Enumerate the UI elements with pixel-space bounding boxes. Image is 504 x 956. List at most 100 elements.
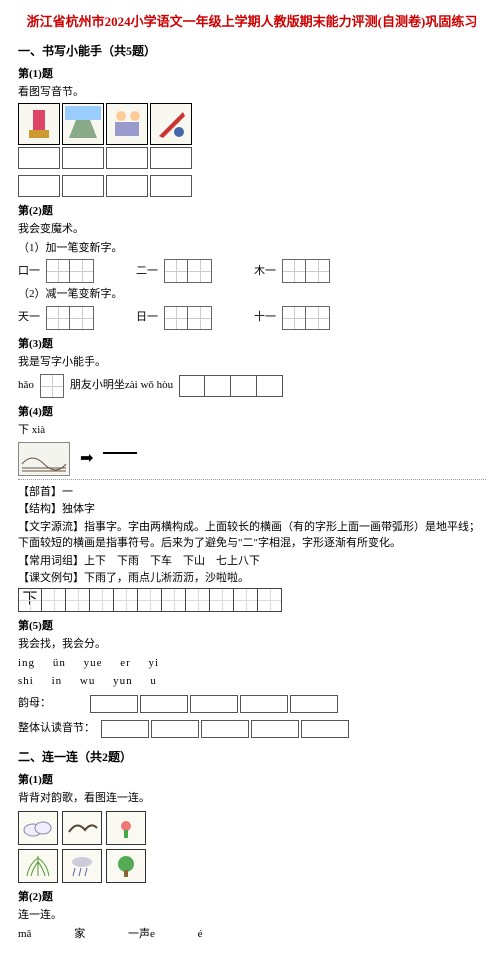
pinyin-item: yun <box>113 673 133 690</box>
pinyin-cell[interactable] <box>179 375 205 397</box>
m2-item[interactable]: 一声e <box>128 926 155 943</box>
answer-cell[interactable] <box>251 720 299 738</box>
tian-cell[interactable] <box>210 588 234 612</box>
tian-cell[interactable] <box>234 588 258 612</box>
tian-cell[interactable] <box>114 588 138 612</box>
q2-sub1: （1）加一笔变新字。 <box>18 240 486 257</box>
example-char: 下 <box>18 588 42 612</box>
tian-cell[interactable] <box>186 588 210 612</box>
q5-pinyin-row1: ing ün yue er yi <box>18 655 486 672</box>
answer-cell[interactable] <box>62 147 104 169</box>
answer-cell[interactable] <box>151 720 199 738</box>
answer-cell[interactable] <box>62 175 104 197</box>
q4-label: 第(4)题 <box>18 404 486 421</box>
pinyin-item: ün <box>53 655 66 672</box>
q2-char: 口一 <box>18 263 40 280</box>
answer-cell[interactable] <box>190 695 238 713</box>
m2-item[interactable]: 家 <box>74 926 85 943</box>
m2-text: 连一连。 <box>18 907 486 924</box>
m2-item[interactable]: mā <box>18 926 31 943</box>
q3-answer-cells <box>179 375 283 397</box>
answer-cell[interactable] <box>150 147 192 169</box>
q1-img-4 <box>150 103 192 145</box>
match-img-willow[interactable] <box>18 849 58 883</box>
q5-label-yunmu: 韵母： <box>18 695 84 712</box>
q3-mid-text: 朋友小明坐zài wǒ hòu <box>70 377 173 394</box>
page-title: 浙江省杭州市2024小学语文一年级上学期人教版期末能力评测(自测卷)巩固练习 <box>18 12 486 32</box>
tian-cell[interactable] <box>164 259 188 283</box>
tian-cell[interactable] <box>66 588 90 612</box>
landscape-icon <box>18 442 70 476</box>
q1-img-1 <box>18 103 60 145</box>
tian-cell[interactable] <box>282 306 306 330</box>
tian-cell[interactable] <box>188 259 212 283</box>
match-img-tree[interactable] <box>106 849 146 883</box>
tian-cell[interactable] <box>306 306 330 330</box>
q4-yuanliu: 【文字源流】指事字。字由两横构成。上面较长的横画（有的字形上面一画带弧形）是地平… <box>18 519 486 552</box>
q4-liju: 【课文例句】下雨了，雨点儿淅沥沥，沙啦啦。 <box>18 570 486 587</box>
match-img-bird[interactable] <box>62 811 102 845</box>
q4-jiegou: 【结构】独体字 <box>18 501 486 518</box>
m2-item[interactable]: é <box>198 926 203 943</box>
q4-cizu: 【常用词组】上下 下雨 下车 下山 七上八下 <box>18 553 486 570</box>
m1-row-1 <box>18 811 486 845</box>
answer-cell[interactable] <box>18 175 60 197</box>
pinyin-item: ing <box>18 655 35 672</box>
q4-char-strip: 下 <box>18 588 486 612</box>
arrow-icon: ➡ <box>80 447 93 471</box>
m1-row-2 <box>18 849 486 883</box>
pinyin-item: in <box>52 673 63 690</box>
tian-cell[interactable] <box>70 259 94 283</box>
m2-items: mā 家 一声e é <box>18 926 486 943</box>
tian-cell[interactable] <box>258 588 282 612</box>
q5-text: 我会找，我会分。 <box>18 636 486 653</box>
tian-cell[interactable] <box>90 588 114 612</box>
answer-cell[interactable] <box>18 147 60 169</box>
q5-zhengti-boxes <box>101 720 349 738</box>
pinyin-cell[interactable] <box>257 375 283 397</box>
pinyin-item: yi <box>149 655 160 672</box>
tian-cell[interactable] <box>42 588 66 612</box>
answer-cell[interactable] <box>101 720 149 738</box>
tian-cell[interactable] <box>40 374 64 398</box>
tian-cell[interactable] <box>188 306 212 330</box>
q5-pinyin-row2: shi in wu yun u <box>18 673 486 690</box>
answer-cell[interactable] <box>201 720 249 738</box>
tian-cell[interactable] <box>46 259 70 283</box>
section-1-heading: 一、书写小能手（共5题） <box>18 42 486 60</box>
m2-label: 第(2)题 <box>18 889 486 906</box>
tian-cell[interactable] <box>70 306 94 330</box>
pinyin-item: shi <box>18 673 34 690</box>
stroke-result <box>103 452 137 466</box>
q4-illustration: ➡ <box>18 442 486 476</box>
q2-char: 木一 <box>254 263 276 280</box>
pinyin-cell[interactable] <box>231 375 257 397</box>
pinyin-cell[interactable] <box>205 375 231 397</box>
answer-cell[interactable] <box>140 695 188 713</box>
tian-cell[interactable] <box>162 588 186 612</box>
tian-cell[interactable] <box>282 259 306 283</box>
tian-cell[interactable] <box>46 306 70 330</box>
q1-img-2 <box>62 103 104 145</box>
tian-cell[interactable] <box>306 259 330 283</box>
match-img-cloud[interactable] <box>18 811 58 845</box>
q4-text: 下 xià <box>18 422 486 439</box>
divider <box>18 479 486 481</box>
answer-cell[interactable] <box>90 695 138 713</box>
q2-char: 二一 <box>136 263 158 280</box>
answer-cell[interactable] <box>301 720 349 738</box>
tian-cell[interactable] <box>138 588 162 612</box>
q5-label: 第(5)题 <box>18 618 486 635</box>
match-img-rain[interactable] <box>62 849 102 883</box>
q3-line: hǎo 朋友小明坐zài wǒ hòu <box>18 374 486 398</box>
q2-char: 日一 <box>136 309 158 326</box>
match-img-flower[interactable] <box>106 811 146 845</box>
answer-cell[interactable] <box>240 695 288 713</box>
answer-cell[interactable] <box>106 147 148 169</box>
tian-cell[interactable] <box>164 306 188 330</box>
answer-cell[interactable] <box>290 695 338 713</box>
q1-answer-row-1 <box>18 147 486 169</box>
m1-label: 第(1)题 <box>18 772 486 789</box>
answer-cell[interactable] <box>106 175 148 197</box>
answer-cell[interactable] <box>150 175 192 197</box>
